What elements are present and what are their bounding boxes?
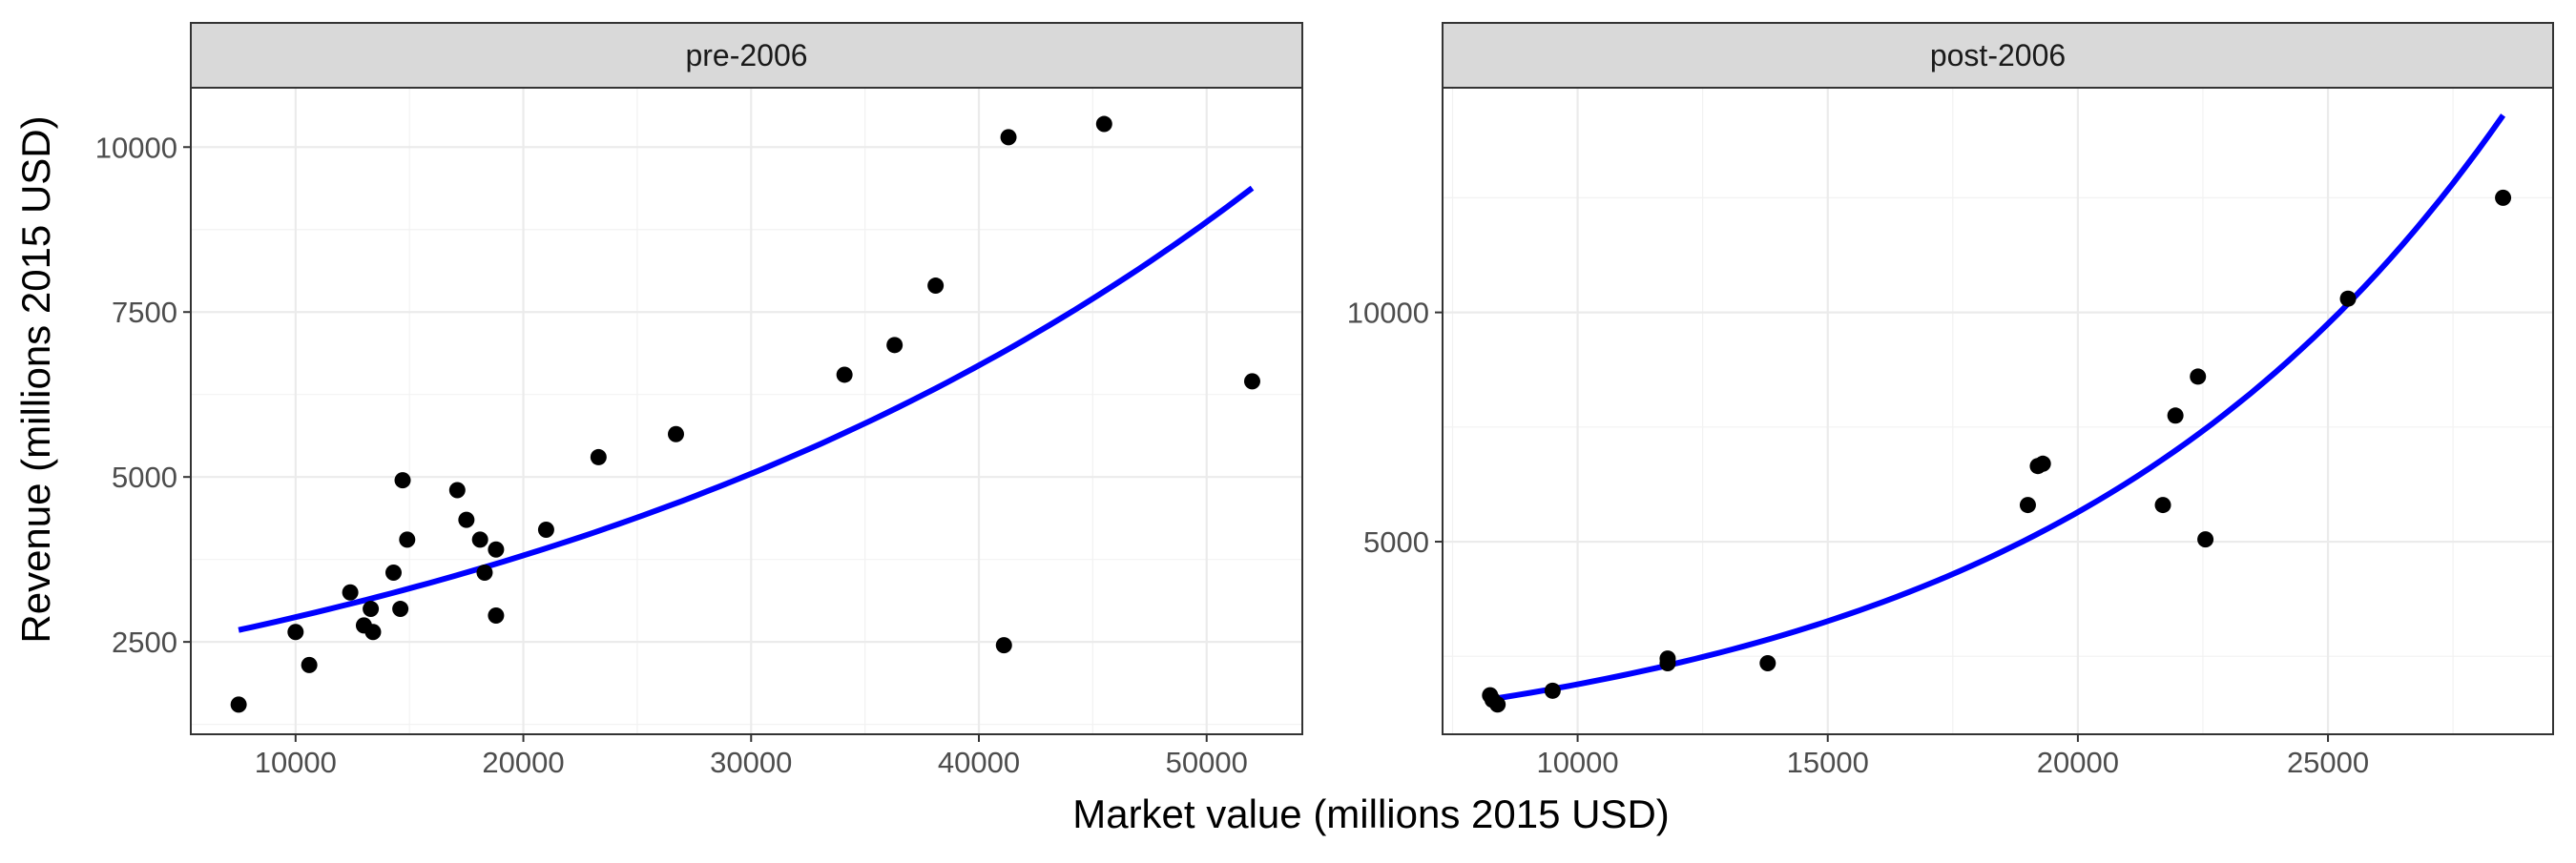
data-point [488, 606, 505, 624]
panel-2-background [1443, 88, 2553, 734]
data-point [537, 522, 554, 539]
panel-1-strip [190, 22, 1303, 89]
data-point [2034, 455, 2051, 472]
data-point [476, 565, 493, 581]
x-tick-label: 40000 [938, 746, 1020, 779]
x-tick-label: 50000 [1166, 746, 1248, 779]
data-point [927, 277, 945, 295]
y-axis-title: Revenue (millions 2015 USD) [13, 115, 58, 643]
y-tick-label: 5000 [112, 461, 177, 494]
data-point [1544, 682, 1561, 699]
data-point [1243, 373, 1260, 390]
data-point [471, 531, 488, 548]
data-point [2339, 290, 2357, 307]
data-point [590, 448, 607, 465]
y-tick-label: 2500 [112, 626, 177, 659]
panel-2-strip [1442, 22, 2554, 89]
data-point [836, 366, 853, 383]
data-point [2154, 497, 2171, 514]
data-point [1000, 129, 1017, 146]
data-point [2019, 497, 2036, 514]
panel-1-fit-line [238, 185, 1255, 633]
data-point [363, 601, 380, 618]
data-point [1759, 654, 1776, 671]
data-point [399, 531, 416, 548]
data-point [392, 601, 409, 618]
data-point [2167, 407, 2184, 424]
x-tick-label: 15000 [1787, 746, 1869, 779]
y-tick-label: 10000 [95, 131, 177, 164]
data-point [488, 541, 505, 558]
data-point [1489, 696, 1506, 713]
x-tick-label: 30000 [710, 746, 792, 779]
data-point [1659, 654, 1676, 671]
data-point [2495, 189, 2512, 206]
data-point [448, 482, 466, 499]
y-tick-label: 5000 [1363, 525, 1429, 559]
x-tick-label: 10000 [255, 746, 337, 779]
x-tick-label: 10000 [1536, 746, 1618, 779]
panel-2: post-2006 10000 15000 20000 25000 5000 10000 [1347, 22, 2554, 779]
data-point [458, 511, 475, 528]
x-tick-label: 20000 [2037, 746, 2119, 779]
data-point [287, 624, 304, 641]
x-tick-label: 25000 [2287, 746, 2369, 779]
data-point [2197, 531, 2214, 548]
data-point [886, 337, 904, 354]
data-point [364, 624, 382, 641]
data-point [342, 584, 359, 601]
data-point [230, 696, 247, 713]
data-point [1095, 115, 1112, 133]
x-tick-label: 20000 [482, 746, 564, 779]
data-point [667, 425, 684, 442]
data-point [384, 565, 402, 581]
panel-1: pre-2006 10000 20000 30000 40000 50000 2500 500… [95, 22, 1303, 779]
data-point [301, 656, 318, 673]
y-tick-label: 7500 [112, 296, 177, 329]
panel-1-background [191, 88, 1302, 734]
x-axis-title: Market value (millions 2015 USD) [1072, 791, 1670, 836]
data-point [394, 472, 411, 489]
panel-1-strip-label: pre-2006 [685, 38, 807, 72]
data-point [2190, 368, 2207, 385]
panel-2-strip-label: post-2006 [1930, 38, 2066, 72]
y-tick-label: 10000 [1347, 297, 1429, 330]
data-point [995, 637, 1012, 654]
